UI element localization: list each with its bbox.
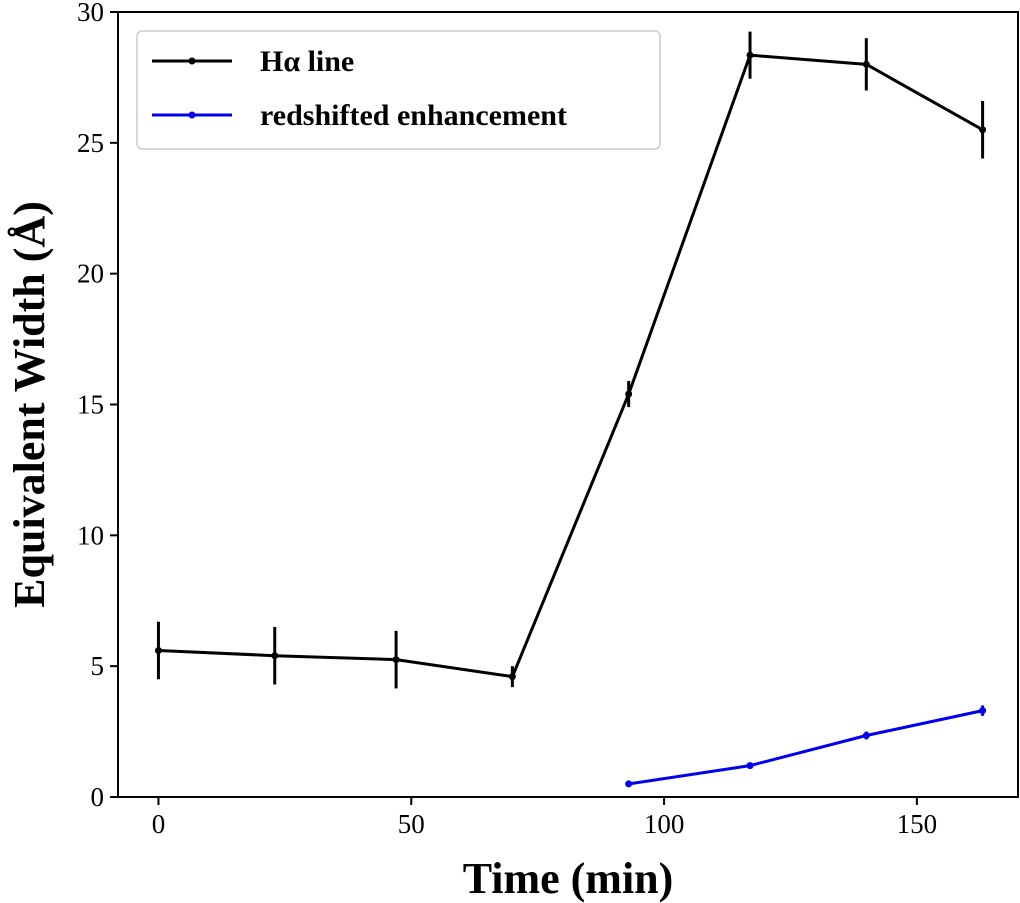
y-tick-label: 10 xyxy=(77,520,104,550)
data-point xyxy=(271,652,279,660)
x-tick-label: 0 xyxy=(152,809,166,839)
series-line xyxy=(158,53,984,679)
y-tick-label: 25 xyxy=(77,128,104,158)
legend-box xyxy=(136,30,661,150)
data-point xyxy=(746,51,754,59)
data-point xyxy=(979,707,987,715)
legend-label-redshifted: redshifted enhancement xyxy=(260,99,567,132)
legend-marker-halpha xyxy=(188,57,196,65)
y-tick-label: 15 xyxy=(77,390,104,420)
data-point xyxy=(508,673,516,681)
y-tick-label: 20 xyxy=(77,259,104,289)
x-tick-label: 150 xyxy=(897,809,938,839)
y-axis-title: Equivalent Width (Å) xyxy=(5,201,54,608)
legend-item-redshifted: redshifted enhancement xyxy=(152,99,567,132)
data-point xyxy=(625,390,633,398)
series-halpha xyxy=(154,31,987,689)
legend: Hα line redshifted enhancement xyxy=(136,30,661,150)
x-tick-label: 100 xyxy=(644,809,685,839)
y-tick-label: 30 xyxy=(77,0,104,27)
data-point xyxy=(625,780,633,788)
data-point xyxy=(154,646,162,654)
plot-area xyxy=(154,31,987,788)
series-redshifted xyxy=(625,705,987,788)
data-point xyxy=(862,60,870,68)
y-tick-label: 5 xyxy=(91,651,105,681)
legend-item-halpha: Hα line xyxy=(152,45,354,78)
series-line xyxy=(628,709,983,786)
y-tick-label: 0 xyxy=(91,782,105,812)
axes-frame xyxy=(117,11,1019,798)
data-point xyxy=(746,762,754,770)
data-point xyxy=(979,126,987,134)
legend-marker-redshifted xyxy=(188,111,196,119)
x-tick-label: 50 xyxy=(398,809,425,839)
legend-label-halpha: Hα line xyxy=(260,45,354,78)
x-axis-title: Time (min) xyxy=(463,854,674,903)
axis-ticks: 0 50 100 150 0 5 10 15 20 25 30 xyxy=(77,0,937,839)
data-point xyxy=(862,732,870,740)
data-point xyxy=(392,656,400,664)
